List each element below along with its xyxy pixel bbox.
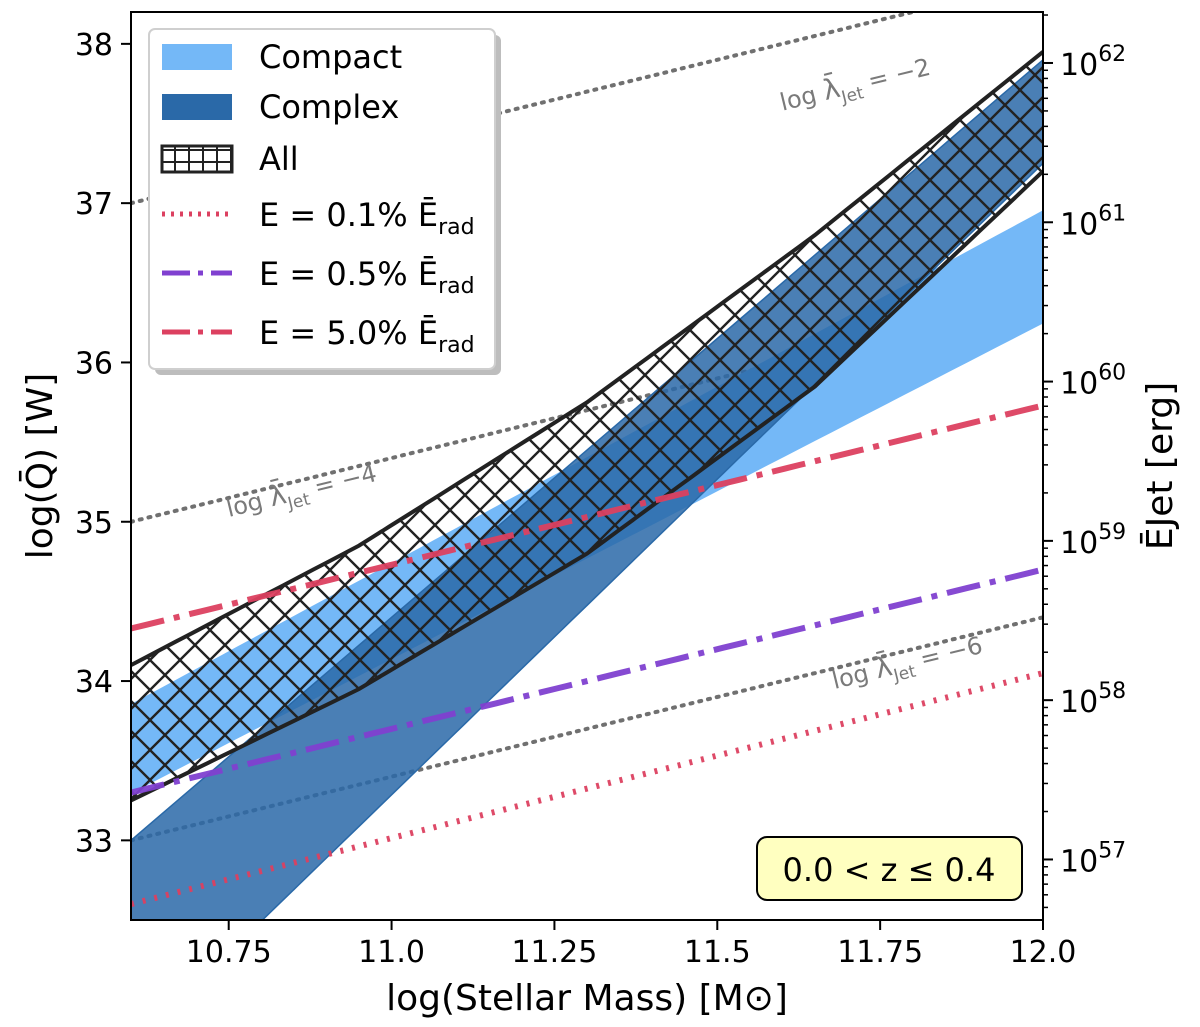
y-axis-label: log(Q̄) [W] [18,373,61,559]
legend-swatch-all [160,144,234,174]
y2-tick-label: 1062 [1060,42,1126,83]
x-tick-label: 11.25 [511,935,597,970]
legend-label-complex: Complex [259,88,399,126]
x-tick-label: 10.75 [186,935,272,970]
legend-swatch-compact [162,44,232,70]
reference-line-label-2: log λ̄Jet = −4 [222,454,381,528]
legend-swatch-complex [162,94,232,120]
annotation-box [756,836,1023,901]
y-tick-label: 33 [75,824,113,859]
plot-frame [130,11,1044,921]
redshift-annotation: 0.0 < z ≤ 0.4 [756,836,1023,901]
y-tick-label: 34 [75,665,113,700]
legend: Compact Complex All E = 0.1% Ērad E = 0… [148,28,501,375]
y2-tick-label: 1058 [1060,679,1126,720]
legend-label-e05: E = 0.5% Ērad [259,255,475,299]
y2-tick-label: 1059 [1060,520,1126,561]
y-tick-label: 35 [75,506,113,541]
x-tick-label: 12.0 [1010,935,1077,970]
axis-layer: 10.75 11.0 11.25 11.5 11.75 12.0 33 34 35 36 37 38 1… [75,14,1126,970]
band-all-lower-edge [131,169,1043,803]
legend-label-e50: E = 5.0% Ērad [259,314,475,358]
x-axis-label: log(Stellar Mass) [M⊙] [386,978,788,1019]
series-line-3 [131,670,1043,908]
band-all-hatch [131,51,1043,801]
series-line-4 [131,566,1043,796]
y-tick-label: 36 [75,346,113,381]
legend-label-compact: Compact [259,38,402,76]
y-tick-label: 38 [75,28,113,63]
annotation-text: 0.0 < z ≤ 0.4 [783,851,996,889]
series-line-5 [131,402,1043,632]
y-tick-label: 37 [75,187,113,222]
reference-line-label-1: log λ̄Jet = −2 [776,48,935,122]
legend-box [148,28,496,370]
y2-tick-label: 1057 [1060,838,1126,879]
y2-tick-label: 1060 [1060,361,1126,402]
plot-layer: log λ̄Jet = −2 log λ̄Jet = −4 log λ̄Jet = … [131,12,1043,920]
legend-label-all: All [259,140,299,178]
x-tick-label: 11.5 [684,935,751,970]
reference-line-label-3: log λ̄Jet = −6 [828,626,987,700]
legend-label-e01: E = 0.1% Ērad [259,196,475,240]
y2-tick-label: 1061 [1060,201,1126,242]
band-all-upper-edge [131,50,1043,667]
y2-axis-label: ĒJet [erg] [1140,382,1181,550]
x-tick-label: 11.75 [837,935,923,970]
x-tick-label: 11.0 [358,935,425,970]
